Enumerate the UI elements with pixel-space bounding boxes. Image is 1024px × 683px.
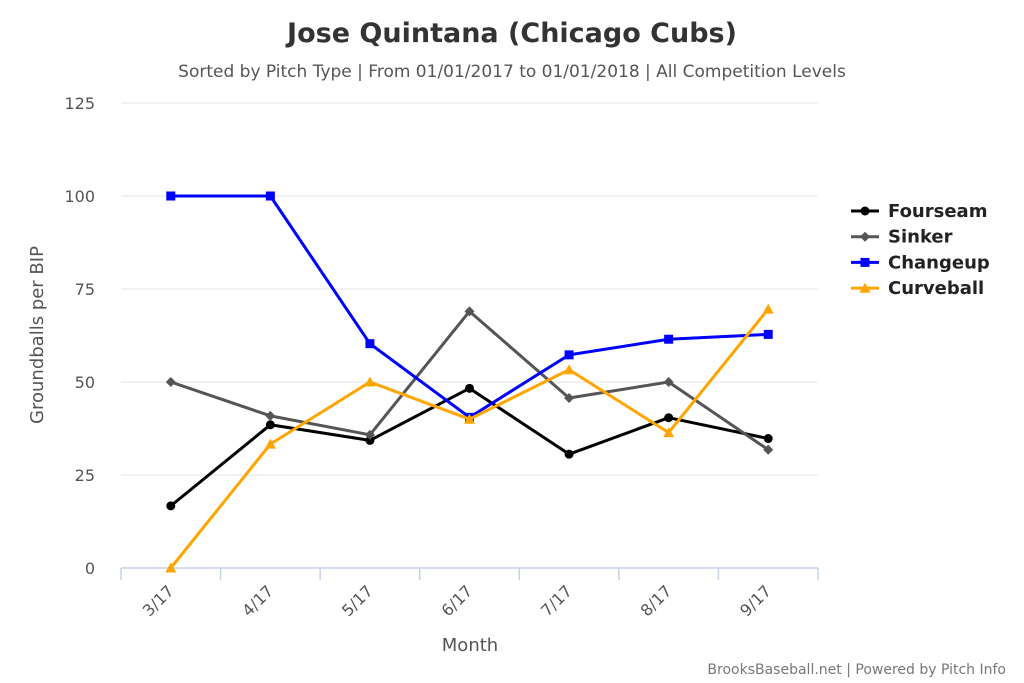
y-tick-label: 75 <box>75 280 95 299</box>
fourseam-line <box>169 386 769 508</box>
legend-marker <box>859 282 871 293</box>
fourseam-point <box>664 413 674 423</box>
curveball-point <box>165 562 177 573</box>
x-tick-label: 4/17 <box>238 581 277 620</box>
fourseam-point <box>265 420 275 430</box>
x-axis-title: Month <box>442 635 498 656</box>
y-tick-label: 125 <box>64 94 95 113</box>
x-tick-label: 3/17 <box>139 581 178 620</box>
legend-item-changeup[interactable]: Changeup <box>851 252 990 273</box>
legend: Fourseam Sinker Changeup Curveball <box>851 201 990 299</box>
changeup-point <box>763 329 773 339</box>
sinker-point <box>564 392 575 403</box>
curveball-line <box>169 308 770 569</box>
changeup-point <box>166 191 176 201</box>
sinker-point <box>364 429 375 440</box>
legend-item-fourseam[interactable]: Fourseam <box>851 201 987 222</box>
y-axis-ticks: 0 25 50 75 100 125 <box>64 94 95 578</box>
x-tick-label: 6/17 <box>437 581 476 620</box>
changeup-point <box>265 191 275 201</box>
legend-item-sinker[interactable]: Sinker <box>851 227 953 248</box>
y-tick-label: 100 <box>64 187 95 206</box>
fourseam-point <box>564 449 574 459</box>
sinker-point <box>663 377 674 387</box>
curveball-point <box>762 303 774 314</box>
x-tick-label: 5/17 <box>338 581 377 620</box>
legend-marker <box>860 231 870 242</box>
fourseam-point <box>166 501 176 511</box>
y-tick-label: 25 <box>75 466 95 485</box>
sinker-point <box>165 377 176 387</box>
changeup-point <box>664 334 674 344</box>
curveball-point <box>364 376 376 387</box>
legend-marker <box>860 206 870 216</box>
fourseam-point <box>465 383 474 393</box>
x-tick-label: 9/17 <box>736 581 775 620</box>
legend-item-curveball[interactable]: Curveball <box>851 278 984 299</box>
changeup-point <box>365 339 375 349</box>
sinker-point <box>763 444 774 455</box>
legend-label: Changeup <box>888 252 990 273</box>
sinker-point <box>464 306 475 317</box>
changeup-point <box>564 350 574 360</box>
y-tick-label: 50 <box>75 373 95 392</box>
series-fourseam <box>166 383 773 511</box>
curveball-point <box>563 364 575 375</box>
sinker-line <box>170 309 770 451</box>
curveball-point <box>663 427 675 438</box>
credits-text: BrooksBaseball.net | Powered by Pitch In… <box>707 662 1006 678</box>
y-tick-label: 0 <box>85 559 95 578</box>
x-tick-label: 8/17 <box>637 581 676 620</box>
series-curveball <box>165 303 774 573</box>
legend-marker <box>860 257 870 267</box>
x-axis: 3/17 4/17 5/17 6/17 7/17 8/17 9/17 <box>120 567 819 620</box>
chart-title: Jose Quintana (Chicago Cubs) <box>285 18 737 49</box>
fourseam-point <box>365 435 375 445</box>
fourseam-point <box>763 434 773 444</box>
sinker-point <box>265 410 276 421</box>
legend-label: Curveball <box>888 278 984 299</box>
x-tick-label: 7/17 <box>537 581 576 620</box>
series-lines <box>165 191 774 573</box>
chart-subtitle: Sorted by Pitch Type | From 01/01/2017 t… <box>178 62 846 82</box>
legend-label: Fourseam <box>888 201 987 222</box>
curveball-point <box>264 438 276 449</box>
legend-label: Sinker <box>888 227 953 248</box>
curveball-point <box>464 413 475 424</box>
series-sinker <box>165 306 774 455</box>
y-axis-title: Groundballs per BIP <box>27 246 48 424</box>
